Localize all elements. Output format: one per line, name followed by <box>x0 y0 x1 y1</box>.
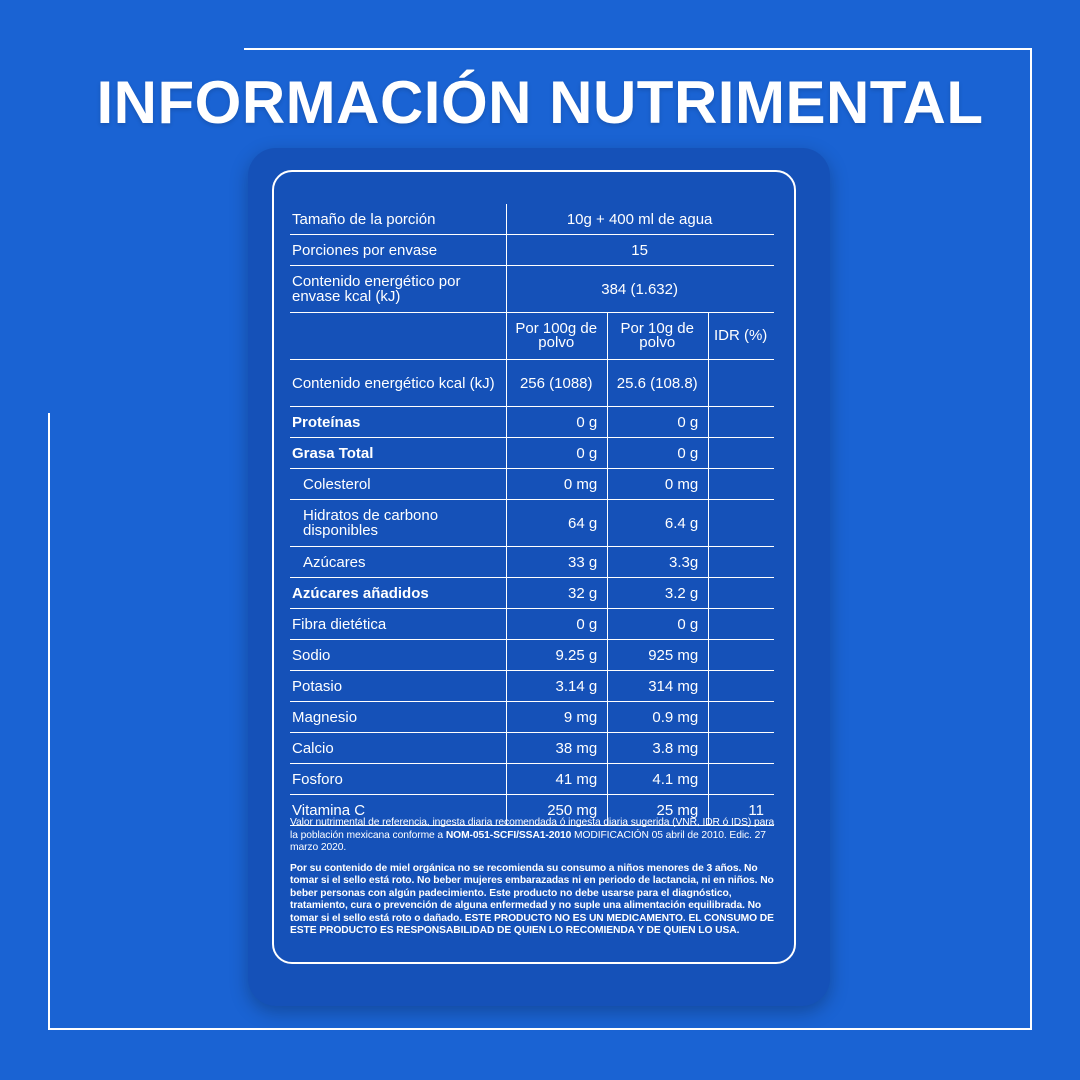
nutrient-row: Hidratos de carbono disponibles 64 g 6.4 g <box>290 499 774 547</box>
frame-line-top <box>244 48 1032 50</box>
nutrient-name: Potasio <box>290 670 507 702</box>
value-idr <box>708 437 774 469</box>
column-header-per-10g: Por 10g de polvo <box>607 312 709 360</box>
portions-row: Porciones por envase 15 <box>290 234 774 266</box>
value-per-100g: 9.25 g <box>506 639 608 671</box>
value-per-100g: 32 g <box>506 577 608 609</box>
nutrient-name: Fibra dietética <box>290 608 507 640</box>
value-per-10g: 0 mg <box>607 468 709 500</box>
value-per-100g: 0 g <box>506 406 608 438</box>
frame-line-right <box>1030 48 1032 1030</box>
value-idr <box>708 608 774 640</box>
nutrient-rows: Contenido energético kcal (kJ) 256 (1088)… <box>290 359 774 826</box>
nutrition-label-frame: Tamaño de la porción 10g + 400 ml de agu… <box>272 170 796 964</box>
value-idr <box>708 406 774 438</box>
value-per-10g: 0 g <box>607 608 709 640</box>
value-per-100g: 0 mg <box>506 468 608 500</box>
page-title: INFORMACIÓN NUTRIMENTAL <box>96 69 984 136</box>
value-idr <box>708 732 774 764</box>
nutrition-table: Tamaño de la porción 10g + 400 ml de agu… <box>290 204 774 826</box>
value-per-10g: 25 mg <box>607 794 709 826</box>
value-idr <box>708 701 774 733</box>
value-idr <box>708 639 774 671</box>
value-per-100g: 9 mg <box>506 701 608 733</box>
nutrient-name: Contenido energético kcal (kJ) <box>290 359 507 407</box>
nutrient-row: Azúcares 33 g 3.3g <box>290 546 774 578</box>
value-per-10g: 0 g <box>607 406 709 438</box>
value-idr <box>708 499 774 547</box>
nutrient-name: Vitamina C <box>290 794 507 826</box>
nutrient-name: Azúcares añadidos <box>290 577 507 609</box>
value-idr <box>708 763 774 795</box>
value-idr <box>708 670 774 702</box>
value-idr <box>708 577 774 609</box>
reference-note-text: Valor nutrimental de referencia, ingesta… <box>290 817 775 841</box>
value-per-100g: 256 (1088) <box>506 359 608 407</box>
column-header-row: Por 100g de polvo Por 10g de polvo IDR (… <box>290 312 774 360</box>
nutrient-name: Proteínas <box>290 406 507 438</box>
column-header-per-100g: Por 100g de polvo <box>506 312 608 360</box>
value-per-100g: 33 g <box>506 546 608 578</box>
portions-label: Porciones por envase <box>290 234 507 266</box>
reference-note-date: MODIFICACIÓN 05 abril de 2010. Edic. 27 … <box>290 829 766 854</box>
frame-line-left <box>48 413 50 1030</box>
value-idr <box>708 468 774 500</box>
nutrient-row: Vitamina C 250 mg 25 mg 11 <box>290 794 774 826</box>
value-per-100g: 38 mg <box>506 732 608 764</box>
value-per-10g: 3.3g <box>607 546 709 578</box>
serving-size-value: 10g + 400 ml de agua <box>506 204 774 235</box>
energy-per-package-row: Contenido energético por envase kcal (kJ… <box>290 265 774 313</box>
footnotes: Valor nutrimental de referencia, ingesta… <box>290 817 780 946</box>
value-idr <box>708 546 774 578</box>
nutrient-row: Colesterol 0 mg 0 mg <box>290 468 774 500</box>
value-per-10g: 3.8 mg <box>607 732 709 764</box>
value-per-100g: 0 g <box>506 608 608 640</box>
value-per-10g: 25.6 (108.8) <box>607 359 709 407</box>
nutrient-name: Calcio <box>290 732 507 764</box>
nutrient-row: Contenido energético kcal (kJ) 256 (1088)… <box>290 359 774 407</box>
energy-per-package-value: 384 (1.632) <box>506 265 774 313</box>
nutrient-row: Fosforo 41 mg 4.1 mg <box>290 763 774 795</box>
nutrient-row: Calcio 38 mg 3.8 mg <box>290 732 774 764</box>
value-idr <box>708 359 774 407</box>
value-per-100g: 0 g <box>506 437 608 469</box>
nutrient-row: Magnesio 9 mg 0.9 mg <box>290 701 774 733</box>
nutrient-name: Azúcares <box>290 546 507 578</box>
portions-value: 15 <box>506 234 774 266</box>
column-header-idr: IDR (%) <box>708 312 774 360</box>
value-per-10g: 0 g <box>607 437 709 469</box>
value-idr: 11 <box>708 794 774 826</box>
nutrient-name: Fosforo <box>290 763 507 795</box>
nutrient-name: Hidratos de carbono disponibles <box>290 499 507 547</box>
reference-norm: NOM-051-SCFI/SSA1-2010 <box>445 829 572 841</box>
value-per-100g: 64 g <box>506 499 608 547</box>
nutrient-name: Colesterol <box>290 468 507 500</box>
nutrient-row: Azúcares añadidos 32 g 3.2 g <box>290 577 774 609</box>
value-per-100g: 41 mg <box>506 763 608 795</box>
frame-line-bottom <box>48 1028 1032 1030</box>
value-per-10g: 0.9 mg <box>607 701 709 733</box>
value-per-10g: 4.1 mg <box>607 763 709 795</box>
column-header-empty <box>290 312 507 360</box>
value-per-10g: 6.4 g <box>607 499 709 547</box>
nutrient-name: Magnesio <box>290 701 507 733</box>
serving-size-row: Tamaño de la porción 10g + 400 ml de agu… <box>290 204 774 235</box>
value-per-100g: 3.14 g <box>506 670 608 702</box>
nutrient-name: Grasa Total <box>290 437 507 469</box>
reference-note: Valor nutrimental de referencia, ingesta… <box>290 817 780 855</box>
warning-note: Por su contenido de miel orgánica no se … <box>290 862 774 937</box>
nutrient-row: Potasio 3.14 g 314 mg <box>290 670 774 702</box>
value-per-10g: 925 mg <box>607 639 709 671</box>
nutrient-name: Sodio <box>290 639 507 671</box>
energy-per-package-label: Contenido energético por envase kcal (kJ… <box>290 265 507 313</box>
nutrition-panel: Tamaño de la porción 10g + 400 ml de agu… <box>248 148 830 1006</box>
value-per-10g: 314 mg <box>607 670 709 702</box>
serving-size-label: Tamaño de la porción <box>290 204 507 235</box>
nutrient-row: Sodio 9.25 g 925 mg <box>290 639 774 671</box>
value-per-10g: 3.2 g <box>607 577 709 609</box>
value-per-100g: 250 mg <box>506 794 608 826</box>
